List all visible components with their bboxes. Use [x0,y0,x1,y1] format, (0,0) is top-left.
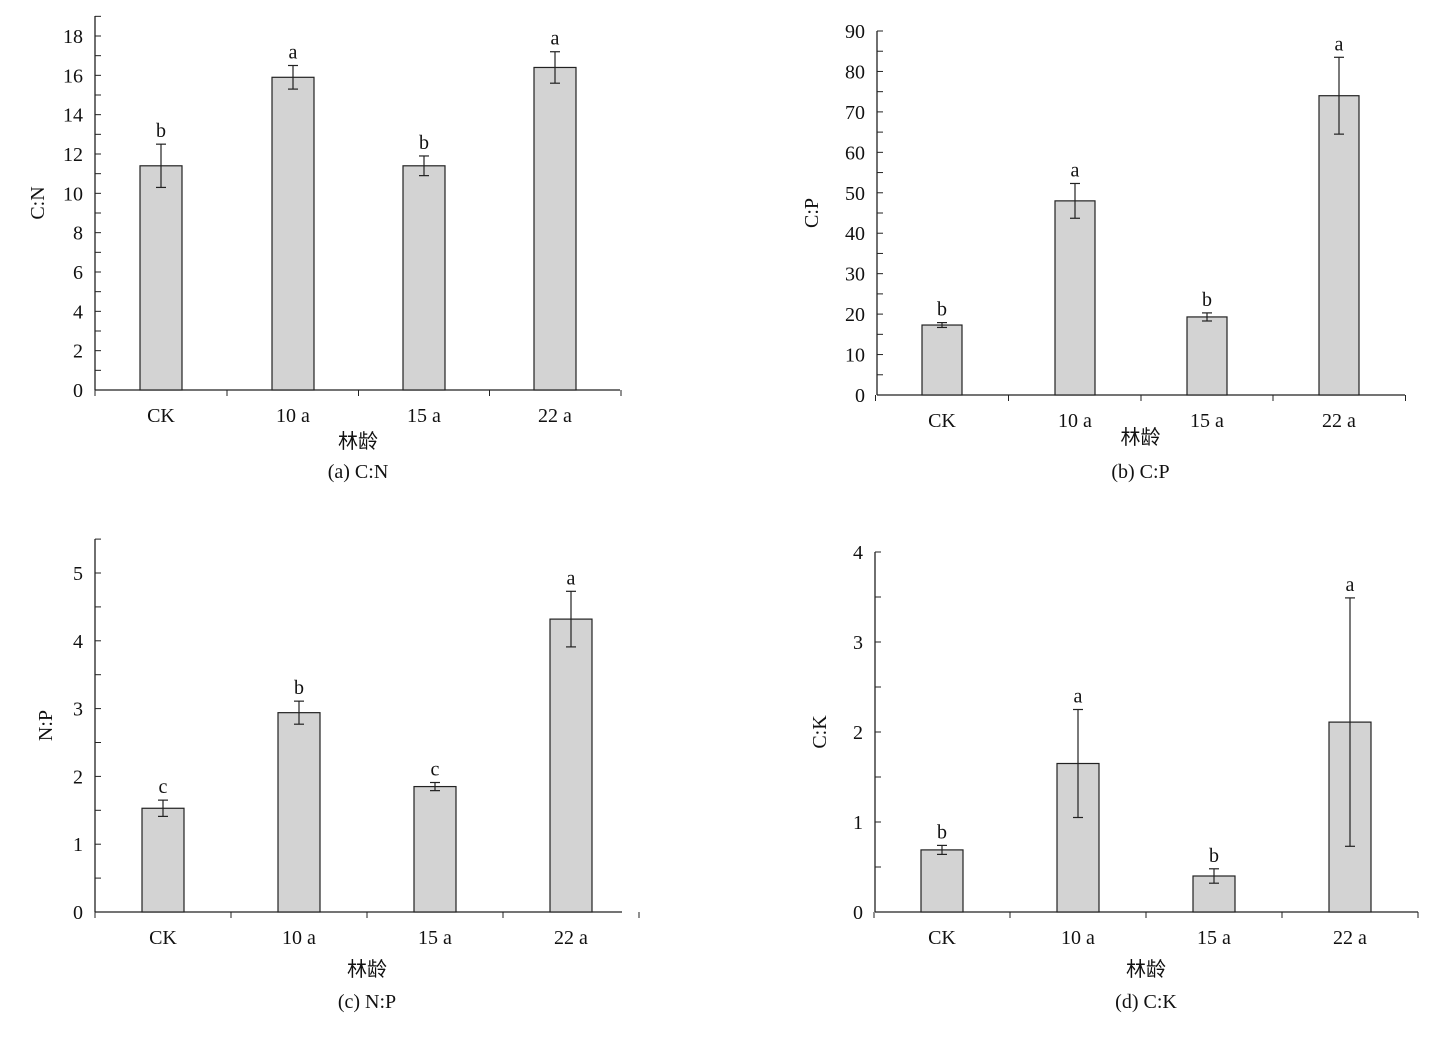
bar-CK [921,324,963,396]
y-tick-label: 70 [845,102,865,124]
bar-15a [402,165,446,391]
significance-label: b [937,299,947,321]
chart-panel-3: 0 1 2 3 4 b CK a 10 a b 15 a a 22 a 林龄 (d) C:K C:K [809,542,1419,1013]
y-tick-label: 12 [63,144,83,166]
significance-label: a [567,567,576,589]
x-tick-label: CK [928,927,956,949]
bar-10a [277,712,321,913]
x-tick-label: 15 a [407,405,441,427]
x-axis-label: 林龄 [338,430,378,453]
y-tick-label: 4 [853,542,863,564]
bar-10a [1054,200,1096,396]
significance-label: b [294,677,304,699]
bar-22a [1318,95,1360,396]
y-tick-label: 4 [73,631,83,653]
bar-CK [920,849,964,913]
significance-label: b [156,120,166,142]
y-axis-label: C:N [27,186,49,219]
y-tick-label: 30 [845,264,865,286]
chart-caption: (c) N:P [338,991,396,1013]
significance-label: c [159,776,168,798]
x-tick-label: 15 a [1190,410,1224,432]
y-tick-label: 0 [853,902,863,924]
chart-caption: (d) C:K [1115,991,1177,1013]
y-tick-label: 1 [853,812,863,834]
x-tick-label: 10 a [1061,927,1095,949]
bar-CK [139,165,183,391]
significance-label: a [1074,686,1083,708]
y-tick-label: 8 [73,223,83,245]
chart-panel-2: 0 1 2 3 4 5 c CK b 10 a c 15 a a 22 a 林龄 (c) N:P N:P [35,538,640,1013]
bar-CK [141,807,185,913]
chart-caption: (a) C:N [328,461,389,483]
y-tick-label: 18 [63,26,83,48]
x-tick-label: 22 a [554,927,588,949]
x-axis-label: 林龄 [1126,958,1166,981]
bar-15a [1186,316,1228,396]
y-tick-label: 0 [855,385,865,407]
y-tick-label: 90 [845,21,865,43]
x-tick-label: 10 a [276,405,310,427]
x-tick-label: CK [928,410,956,432]
y-axis-label: N:P [35,710,57,741]
significance-label: c [431,759,440,781]
x-axis-label: 林龄 [1121,426,1161,449]
chart-panel-1: 0 10 20 30 40 50 60 70 80 90 b CK a 10 a b 15 a a 22 a 林龄 (… [801,21,1406,483]
y-tick-label: 40 [845,223,865,245]
significance-label: b [419,132,429,154]
x-tick-label: 10 a [1058,410,1092,432]
y-axis-label: C:K [809,715,831,749]
y-tick-label: 4 [73,301,83,323]
y-tick-label: 3 [73,699,83,721]
significance-label: b [937,821,947,843]
x-tick-label: 15 a [418,927,452,949]
significance-label: b [1209,845,1219,867]
significance-label: a [1335,33,1344,55]
y-tick-label: 16 [63,65,83,87]
x-tick-label: 22 a [1333,927,1367,949]
bar-15a [413,785,457,913]
y-tick-label: 0 [73,902,83,924]
y-tick-label: 2 [73,766,83,788]
x-tick-label: 22 a [538,405,572,427]
y-tick-label: 0 [73,380,83,402]
y-tick-label: 20 [845,304,865,326]
y-tick-label: 5 [73,563,83,585]
bar-22a [549,618,593,913]
y-tick-label: 3 [853,632,863,654]
x-tick-label: 15 a [1197,927,1231,949]
bar-10a [271,76,315,391]
y-tick-label: 10 [63,183,83,205]
significance-label: b [1202,289,1212,311]
x-axis-label: 林龄 [347,958,387,981]
y-tick-label: 2 [73,341,83,363]
y-tick-label: 80 [845,61,865,83]
significance-label: a [551,28,560,50]
y-tick-label: 50 [845,183,865,205]
y-tick-label: 10 [845,345,865,367]
significance-label: a [1346,574,1355,596]
y-tick-label: 6 [73,262,83,284]
x-tick-label: CK [149,927,177,949]
y-tick-label: 14 [63,105,83,127]
y-axis-label: C:P [801,198,823,228]
y-tick-label: 1 [73,834,83,856]
significance-label: a [289,42,298,64]
chart-panel-0: 0 2 4 6 8 10 12 14 16 18 b CK a 10 a b 15 a a 22 a 林龄 (a) C… [27,15,622,483]
chart-caption: (b) C:P [1111,461,1169,483]
x-tick-label: 10 a [282,927,316,949]
x-tick-label: 22 a [1322,410,1356,432]
significance-label: a [1071,159,1080,181]
bar-15a [1192,875,1236,913]
bar-22a [533,66,577,391]
x-tick-label: CK [147,405,175,427]
y-tick-label: 2 [853,722,863,744]
y-tick-label: 60 [845,142,865,164]
